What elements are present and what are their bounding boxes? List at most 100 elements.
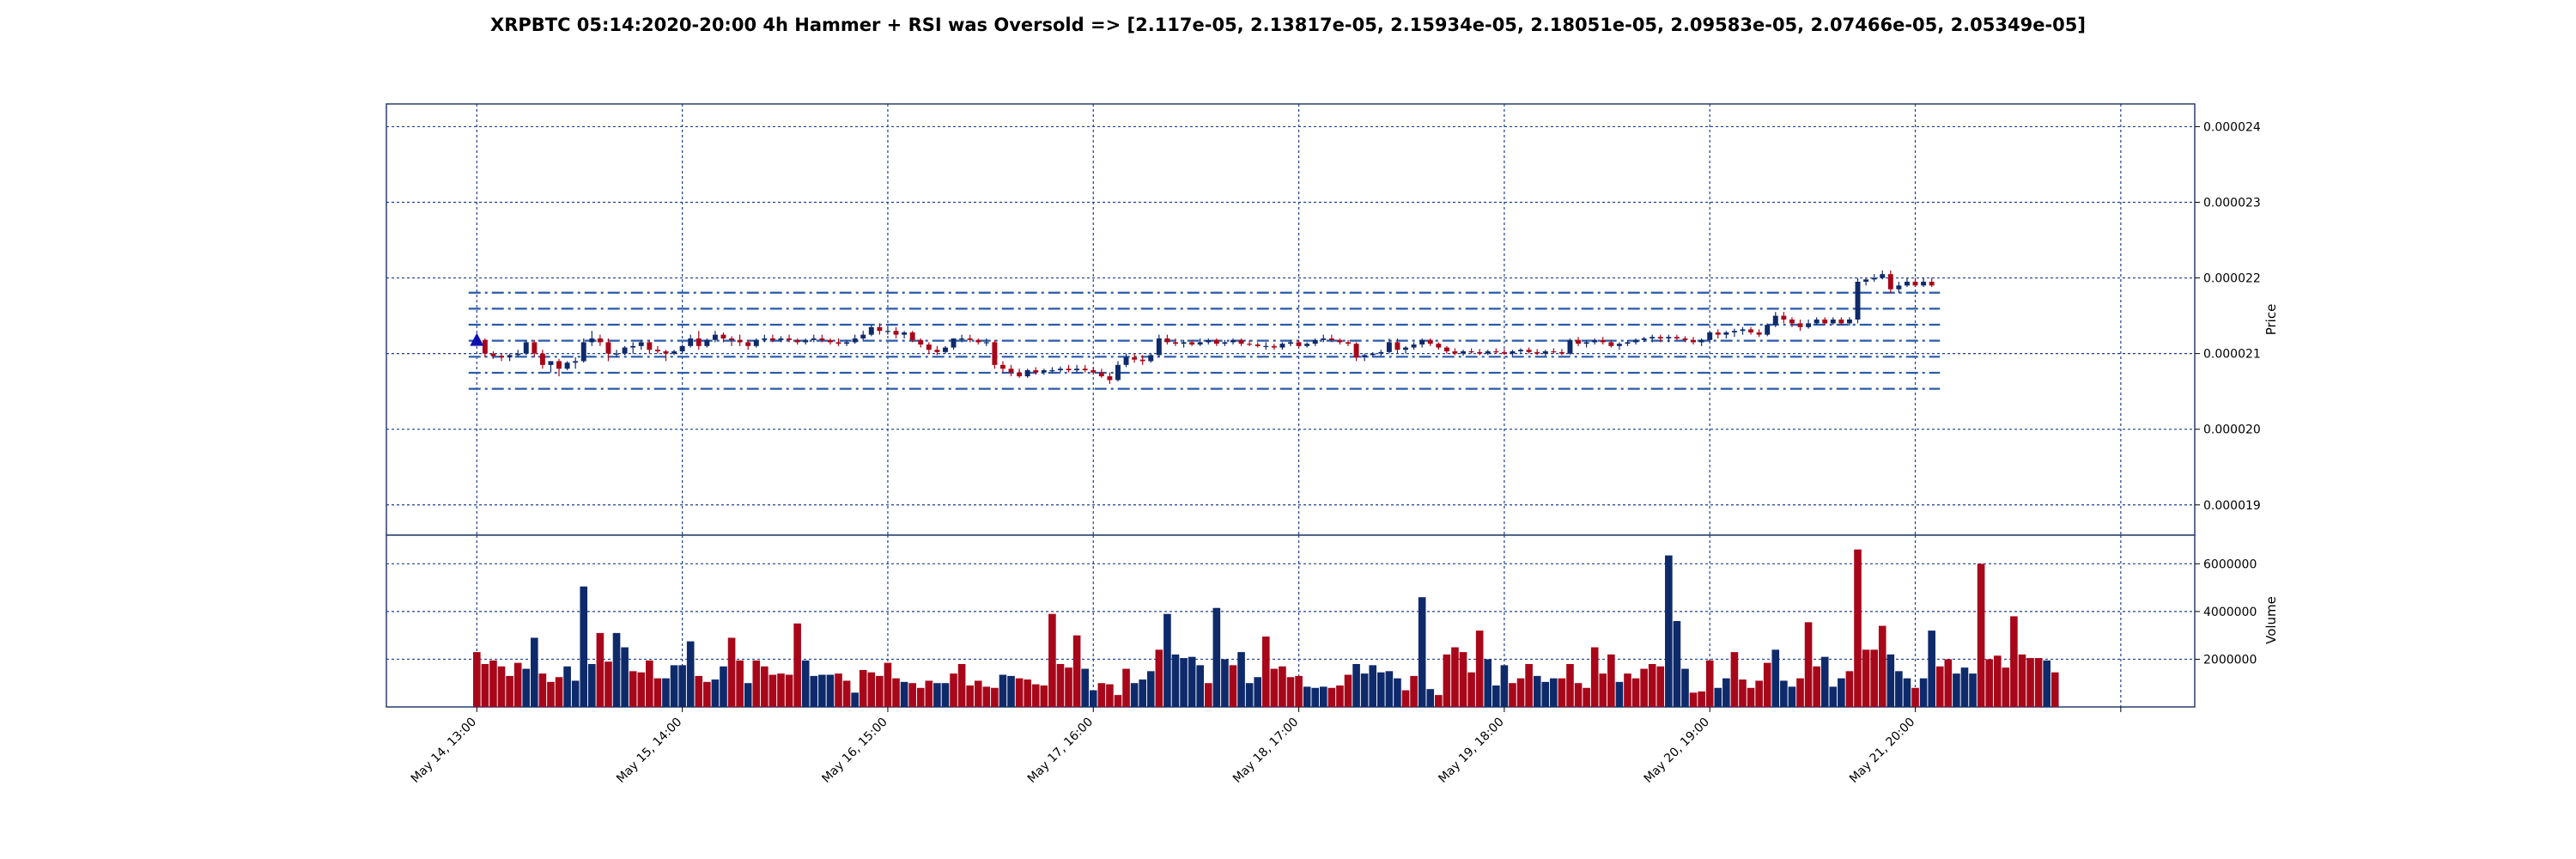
volume-bar xyxy=(1394,678,1401,707)
candle-body xyxy=(1583,342,1589,344)
volume-bar xyxy=(1097,683,1106,707)
price-tick-label: 0.000021 xyxy=(2203,348,2261,362)
candle-body xyxy=(1461,350,1466,354)
candle-body xyxy=(1855,281,1861,320)
candle-body xyxy=(1880,274,1886,278)
candle-body xyxy=(1707,332,1713,340)
candle-body xyxy=(1255,344,1261,346)
volume-bar xyxy=(1065,667,1072,707)
volume-bar xyxy=(769,674,777,707)
volume-bar xyxy=(1804,622,1813,707)
candle-body xyxy=(630,345,636,348)
candle-body xyxy=(918,339,924,345)
candle-body xyxy=(1098,372,1104,377)
volume-bar xyxy=(1155,649,1163,707)
volume-bar xyxy=(1360,673,1369,707)
volume-bar xyxy=(810,675,818,707)
candle-body xyxy=(884,331,890,332)
candle-body xyxy=(688,338,694,346)
candle-body xyxy=(1822,320,1828,324)
candle-body xyxy=(1838,320,1844,324)
volume-bar xyxy=(801,660,810,707)
price-candles xyxy=(474,270,1935,384)
volume-bar xyxy=(876,675,884,707)
volume-bar xyxy=(1171,654,1180,707)
volume-bar xyxy=(1229,665,1237,707)
candle-body xyxy=(1394,342,1400,350)
price-y-ticks: 0.000019 0.000020 0.000021 0.000022 0.000023… xyxy=(2195,120,2261,513)
chart-title: XRPBTC 05:14:2020-20:00 4h Hammer + RSI … xyxy=(490,15,2086,35)
volume-bar xyxy=(2026,658,2034,707)
candle-body xyxy=(762,338,768,340)
volume-bar xyxy=(1656,666,1665,707)
candle-body xyxy=(548,361,554,365)
x-tick-label: May 16, 15:00 xyxy=(819,716,890,786)
volume-bar xyxy=(793,623,801,707)
price-grid xyxy=(386,104,2195,535)
candle-body xyxy=(1806,323,1812,327)
candle-body xyxy=(1698,339,1704,343)
volume-bar xyxy=(1180,658,1188,707)
candle-body xyxy=(696,338,702,346)
volume-bar xyxy=(1985,659,1993,707)
candle-body xyxy=(1230,339,1236,343)
price-levels xyxy=(468,291,1941,390)
candle-body xyxy=(712,334,718,340)
candle-body xyxy=(556,361,562,369)
volume-bar xyxy=(950,673,957,707)
candle-body xyxy=(1921,281,1927,286)
volume-bar xyxy=(999,674,1007,707)
volume-bar xyxy=(686,641,695,707)
candle-body xyxy=(868,326,874,335)
volume-bar xyxy=(835,673,842,707)
candle-body xyxy=(1846,320,1852,324)
candle-body xyxy=(490,353,496,356)
candle-body xyxy=(1691,339,1697,343)
candle-body xyxy=(909,332,915,340)
candle-body xyxy=(482,339,488,354)
volume-bar xyxy=(1533,675,1541,707)
candle-body xyxy=(1107,376,1113,381)
volume-bar xyxy=(925,680,933,707)
candle-body xyxy=(745,342,751,346)
volume-bar xyxy=(1928,631,1935,707)
volume-bar xyxy=(1953,673,1960,707)
candle-body xyxy=(1641,338,1647,340)
volume-bar xyxy=(1689,692,1698,707)
candle-body xyxy=(605,342,611,354)
candle-body xyxy=(1403,347,1408,350)
volume-bar xyxy=(1040,685,1048,707)
candle-body xyxy=(1731,331,1737,332)
x-tick-label: May 17, 16:00 xyxy=(1025,716,1096,786)
volume-bars xyxy=(472,549,2059,707)
candle-body xyxy=(1781,315,1787,320)
volume-bar xyxy=(547,681,555,707)
candle-body xyxy=(877,326,883,332)
candle-body xyxy=(1427,339,1433,344)
volume-bar xyxy=(472,652,481,707)
candle-body xyxy=(1904,281,1910,286)
volume-bar xyxy=(1935,666,1944,707)
candle-body xyxy=(580,342,586,362)
candle-body xyxy=(638,342,644,346)
candle-body xyxy=(1871,277,1877,280)
candle-body xyxy=(663,350,669,354)
volume-bar xyxy=(1820,656,1829,707)
volume-bar xyxy=(1254,677,1262,707)
candle-body xyxy=(1156,338,1162,356)
volume-bar xyxy=(982,686,991,707)
volume-bar xyxy=(867,672,876,707)
volume-bar xyxy=(1919,678,1928,707)
candle-body xyxy=(959,338,965,340)
candle-body xyxy=(704,339,710,346)
candle-body xyxy=(852,338,858,343)
volume-bar xyxy=(1648,664,1656,707)
volume-bar xyxy=(785,674,793,707)
candle-body xyxy=(1419,339,1425,345)
volume-bar xyxy=(1829,686,1838,707)
price-tick-label: 0.000024 xyxy=(2203,120,2261,134)
volume-bar xyxy=(1221,659,1229,707)
volume-bar xyxy=(555,677,563,707)
volume-bar xyxy=(1261,637,1270,707)
candle-body xyxy=(1765,325,1771,335)
